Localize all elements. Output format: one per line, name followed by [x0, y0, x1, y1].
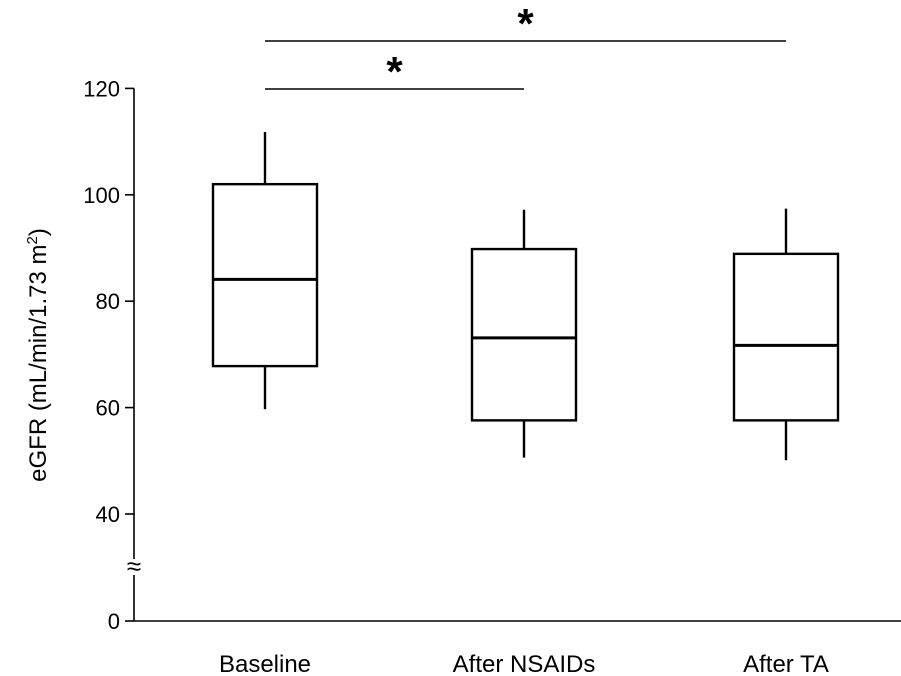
y-tick-label: 120 [83, 76, 120, 101]
box-after-nsaids [470, 209, 578, 458]
x-category-label: Baseline [219, 651, 311, 676]
x-category-label: After NSAIDs [453, 651, 596, 676]
y-axis: ≈0 40 60 80 100 120 [83, 76, 901, 634]
y-tick-label: 0 [108, 609, 120, 634]
y-axis-title-close: ) [25, 228, 52, 236]
y-tick-label: 40 [96, 502, 120, 527]
iqr-box [211, 182, 319, 368]
y-tick-label: 80 [96, 289, 120, 314]
y-axis-break-symbol: ≈ [127, 551, 141, 581]
y-tick-label: 60 [96, 396, 120, 421]
iqr-box [732, 252, 840, 422]
y-tick-label: 100 [83, 183, 120, 208]
x-category-labels: Baseline After NSAIDs After TA [219, 651, 829, 676]
significance-asterisk: * [386, 48, 403, 95]
significance-bracket: * [265, 48, 524, 95]
y-axis-title-main: eGFR (mL/min/1.73 m [25, 244, 52, 481]
significance-annotations: ** [265, 0, 786, 95]
x-category-label: After TA [743, 651, 829, 676]
iqr-box [470, 247, 578, 422]
significance-bracket: * [265, 0, 786, 47]
box-series [211, 132, 840, 461]
y-axis-title-superscript: 2 [24, 236, 41, 244]
box-after-ta [732, 208, 840, 461]
box-baseline [211, 132, 319, 410]
significance-asterisk: * [517, 0, 534, 47]
y-axis-title: eGFR (mL/min/1.73 m2) [24, 228, 52, 482]
